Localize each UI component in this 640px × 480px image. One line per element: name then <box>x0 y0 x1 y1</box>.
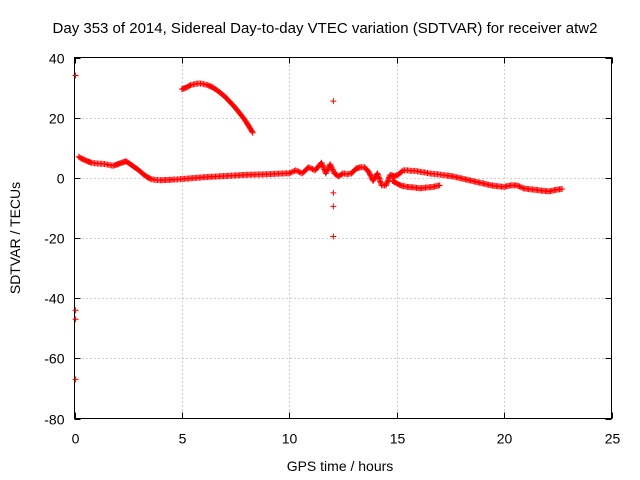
point-main-trace <box>399 168 406 175</box>
point-main-trace <box>327 161 334 168</box>
x-tick-label: 20 <box>497 431 513 447</box>
point-main-trace <box>319 161 326 168</box>
x-tick-labels: 0 5 10 15 20 25 <box>72 431 621 447</box>
point-arc <box>249 129 256 136</box>
y-tick-label: 40 <box>49 51 65 67</box>
point-arc <box>249 128 256 135</box>
point-arc <box>186 82 193 89</box>
point-main-trace <box>292 167 299 174</box>
y-tick-label: -60 <box>44 351 64 367</box>
point-outliers <box>330 203 337 210</box>
x-tick-label: 0 <box>72 431 80 447</box>
point-main-trace <box>328 165 335 172</box>
x-tick-label: 25 <box>605 431 621 447</box>
point-main-trace <box>384 179 391 186</box>
x-axis-label: GPS time / hours <box>287 458 394 474</box>
point-main-trace <box>323 169 330 176</box>
point-main-trace <box>329 166 336 173</box>
point-main-trace <box>515 182 522 189</box>
point-main-trace <box>519 184 526 191</box>
point-outliers <box>72 72 79 79</box>
point-main-trace <box>324 167 331 174</box>
point-main-trace <box>367 171 374 178</box>
point-main-trace <box>330 167 337 174</box>
point-outliers <box>330 233 337 240</box>
point-main-trace <box>290 168 297 175</box>
x-tick-label: 10 <box>282 431 298 447</box>
y-tick-label: -80 <box>44 412 64 428</box>
point-main-trace <box>319 162 326 169</box>
point-main-trace <box>286 170 293 177</box>
x-tick-label: 15 <box>390 431 406 447</box>
data-points <box>72 72 566 383</box>
point-main-trace <box>516 183 523 190</box>
point-main-trace <box>382 182 389 189</box>
point-outliers <box>72 316 79 323</box>
y-tick-labels: -80 -60 -40 -20 0 20 40 <box>44 51 64 428</box>
point-main-trace <box>513 182 520 189</box>
y-tick-label: 0 <box>57 171 65 187</box>
point-main-trace <box>322 170 329 177</box>
point-main-trace <box>367 172 374 179</box>
point-main-trace <box>308 165 315 172</box>
y-axis-label: SDTVAR / TECUs <box>7 182 23 294</box>
y-tick-label: -40 <box>44 291 64 307</box>
point-main-trace <box>370 176 377 183</box>
x-tick-label: 5 <box>179 431 187 447</box>
point-sparse-dip <box>436 182 443 189</box>
point-main-trace <box>559 185 566 192</box>
point-main-trace <box>305 164 312 171</box>
point-outliers <box>72 376 79 383</box>
y-tick-label: 20 <box>49 111 65 127</box>
axis-ticks <box>74 57 613 420</box>
point-main-trace <box>306 164 313 171</box>
y-tick-label: -20 <box>44 231 64 247</box>
point-main-trace <box>385 177 392 184</box>
point-main-trace <box>320 163 327 170</box>
point-main-trace <box>295 168 302 175</box>
point-main-trace <box>517 184 524 191</box>
chart-title: Day 353 of 2014, Sidereal Day-to-day VTE… <box>53 20 598 37</box>
point-main-trace <box>385 175 392 182</box>
grid <box>74 57 612 419</box>
point-main-trace <box>370 177 377 184</box>
point-main-trace <box>327 162 334 169</box>
point-main-trace <box>366 170 373 177</box>
point-main-trace <box>384 178 391 185</box>
point-main-trace <box>287 169 294 176</box>
point-main-trace <box>147 175 154 182</box>
point-main-trace <box>294 167 301 174</box>
point-outliers <box>72 307 79 314</box>
point-main-trace <box>318 159 325 166</box>
point-main-trace <box>288 169 295 176</box>
point-outliers <box>330 189 337 196</box>
point-outliers <box>330 98 337 105</box>
point-main-trace <box>383 181 390 188</box>
point-main-trace <box>328 163 335 170</box>
point-main-trace <box>365 168 372 175</box>
